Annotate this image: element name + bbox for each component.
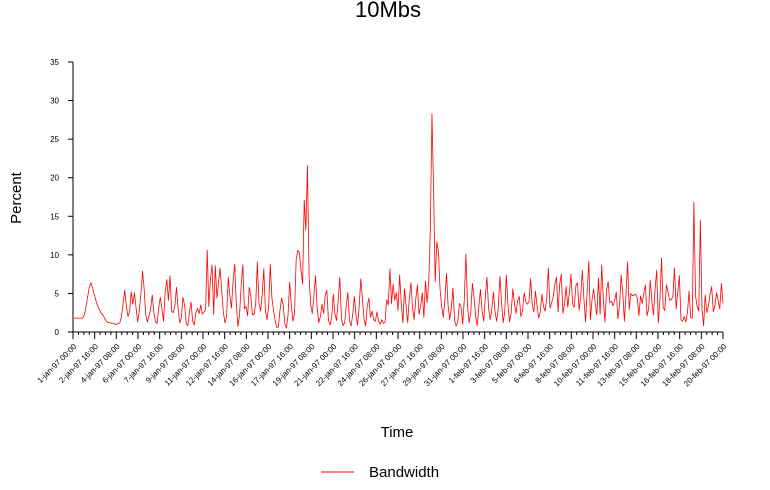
y-tick-label: 20 (50, 174, 59, 183)
y-tick-label: 0 (55, 328, 60, 337)
y-tick-label: 30 (50, 97, 59, 106)
x-axis-label: Time (381, 424, 414, 441)
series-group (73, 113, 724, 329)
y-tick-label: 25 (50, 135, 59, 144)
y-axis-label: Percent (8, 171, 25, 224)
legend-label-bandwidth: Bandwidth (369, 464, 439, 481)
y-tick-label: 5 (55, 289, 60, 298)
series-line-bandwidth (73, 113, 724, 329)
y-tick-label: 10 (50, 251, 59, 260)
chart-title: 10Mbs (355, 0, 421, 22)
y-tick-label: 15 (50, 212, 59, 221)
y-tick-label: 35 (50, 58, 59, 67)
legend: Bandwidth (321, 464, 439, 481)
